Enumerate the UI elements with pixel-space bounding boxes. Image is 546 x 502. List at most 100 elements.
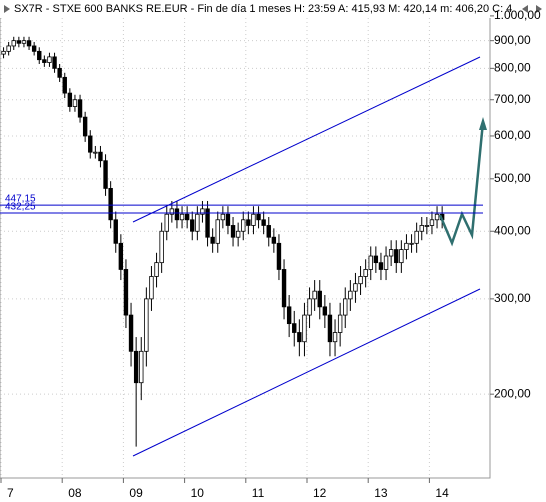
candle-body	[11, 40, 16, 47]
candle-body	[47, 56, 52, 63]
candle-body	[394, 249, 399, 264]
x-tick-label: 7	[7, 486, 14, 500]
candle-body	[93, 151, 98, 154]
candle-body	[353, 283, 358, 292]
candle-body	[358, 276, 363, 285]
header	[0, 0, 546, 18]
projection-arrow	[438, 121, 485, 247]
candle-body	[332, 332, 338, 343]
candle-body	[281, 269, 287, 308]
candle-body	[88, 135, 93, 153]
level-label: 447,15	[5, 194, 36, 205]
y-tick-label: 700,00	[494, 92, 531, 106]
candle-body	[225, 213, 231, 226]
x-tick-label: 09	[129, 486, 143, 500]
candle-body	[399, 249, 404, 264]
candle-body	[256, 213, 261, 221]
candle-body	[42, 59, 47, 63]
candle-body	[72, 99, 78, 107]
candle-body	[271, 236, 277, 244]
y-tick-label: 400,00	[494, 223, 531, 237]
x-tick-label: 13	[374, 486, 388, 500]
candle-body	[348, 290, 353, 300]
y-tick-label: 200,00	[494, 386, 531, 400]
candle-body	[230, 225, 236, 238]
candle-body	[343, 298, 348, 316]
candle-body	[179, 213, 185, 221]
x-tick-label: 11	[252, 486, 265, 500]
candle-body	[37, 50, 42, 61]
scroll-right[interactable]	[536, 5, 542, 13]
candle-body	[123, 269, 129, 316]
candle-body	[52, 56, 57, 69]
candle-body	[82, 116, 88, 137]
candle-body	[434, 213, 440, 221]
candle-body	[404, 242, 409, 250]
candle-body	[21, 40, 27, 44]
candle-body	[164, 213, 169, 232]
candle-body	[378, 262, 384, 270]
candle-body	[312, 290, 317, 300]
candle-body	[113, 219, 118, 244]
candle-body	[419, 225, 424, 232]
y-tick-label: 800,00	[494, 61, 531, 75]
candle-body	[195, 213, 200, 232]
candle-body	[6, 45, 11, 52]
candle-body	[276, 242, 282, 270]
scroll-left[interactable]	[522, 5, 528, 13]
candle-body	[307, 298, 312, 316]
candle-body	[200, 208, 205, 215]
candle-body	[108, 188, 113, 221]
candle-body	[144, 298, 149, 352]
candle-body	[317, 290, 322, 308]
candle-body	[215, 219, 220, 244]
candle-body	[251, 213, 256, 226]
candle-body	[261, 219, 266, 226]
candle-body	[57, 67, 62, 78]
x-tick-label: 10	[191, 486, 205, 500]
candle-body	[327, 314, 333, 343]
candle-body	[103, 160, 108, 189]
candle-body	[184, 213, 190, 221]
candle-body	[133, 350, 139, 384]
candle-body	[16, 40, 22, 44]
candle-body	[154, 262, 159, 277]
x-tick-label: 14	[435, 486, 449, 500]
candle-body	[373, 255, 379, 264]
x-tick-label: 08	[68, 486, 82, 500]
y-tick-label: 300,00	[494, 291, 531, 305]
y-tick-label: 900,00	[494, 33, 531, 47]
candle-body	[302, 314, 307, 343]
candle-body	[424, 225, 430, 227]
candle-body	[169, 208, 175, 215]
candle-body	[31, 45, 37, 52]
candle-body	[241, 219, 246, 232]
trend-line	[132, 288, 481, 457]
chart-title: SX7R - STXE 600 BANKS RE.EUR - Fin de dí…	[14, 3, 512, 15]
candle-body	[292, 323, 297, 333]
candle-body	[118, 242, 124, 270]
x-tick-label: 12	[313, 486, 327, 500]
trend-line	[132, 56, 481, 223]
candle-body	[149, 276, 154, 300]
candle-body	[383, 255, 389, 270]
y-tick-label: 600,00	[494, 128, 531, 142]
candle-body	[210, 236, 215, 244]
candle-body	[62, 76, 67, 94]
candle-body	[190, 219, 195, 232]
candle-body	[98, 151, 103, 162]
plot-area	[0, 0, 491, 479]
candle-body	[159, 230, 164, 264]
candle-body	[368, 255, 373, 270]
candle-body	[26, 40, 32, 47]
y-tick-label: 1.000,00	[494, 8, 541, 22]
menu-icon[interactable]	[4, 5, 10, 13]
candle-body	[246, 219, 251, 226]
candle-body	[363, 269, 368, 277]
candle-body	[139, 350, 144, 384]
candle-body	[1, 50, 6, 55]
candle-body	[388, 249, 394, 257]
candle-body	[235, 230, 241, 238]
candle-body	[205, 208, 210, 238]
